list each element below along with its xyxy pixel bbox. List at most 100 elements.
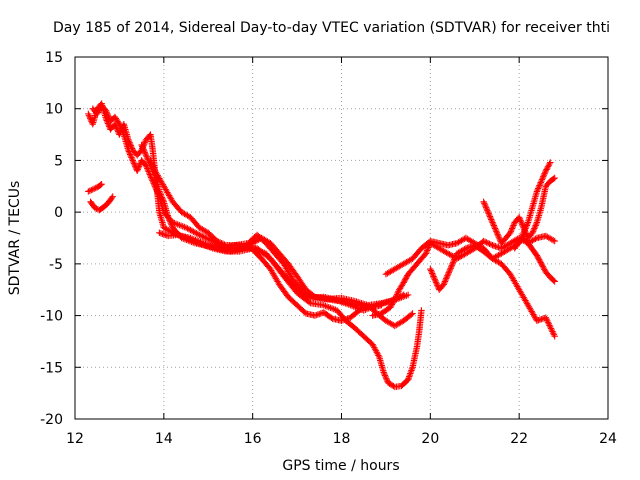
data-point [534, 253, 541, 261]
data-point [548, 326, 555, 334]
data-point [105, 113, 112, 120]
data-point [507, 229, 514, 237]
data-point [493, 228, 500, 235]
data-point [125, 146, 132, 154]
data-point [127, 151, 134, 158]
data-point [98, 181, 105, 188]
y-tick-label: 0 [54, 205, 63, 221]
data-point [390, 298, 397, 305]
data-point [461, 246, 468, 253]
data-point [409, 310, 416, 317]
data-point [150, 164, 157, 172]
data-point [542, 167, 550, 174]
data-point [301, 309, 308, 316]
data-point [489, 220, 497, 228]
data-point [490, 222, 497, 229]
data-point [166, 217, 173, 224]
data-point [522, 230, 530, 237]
data-point [484, 208, 492, 216]
data-point [480, 198, 487, 205]
data-point [529, 228, 537, 235]
data-point [449, 260, 456, 268]
data-point [143, 153, 150, 160]
data-point [148, 160, 155, 167]
data-point [441, 278, 449, 285]
data-point [517, 217, 524, 224]
series-arc-i [382, 234, 558, 340]
data-point [408, 365, 416, 373]
data-point [393, 292, 400, 300]
x-tick-label: 18 [333, 431, 351, 447]
axis-ticks: 12 14 16 18 20 22 24 -20 -15 -10 -5 0 5 10 15 [40, 50, 617, 447]
data-point [149, 177, 156, 184]
data-point [509, 223, 517, 231]
data-point [418, 307, 425, 314]
series-arc-c [138, 141, 407, 314]
data-point [142, 150, 149, 157]
data-point [165, 214, 172, 221]
data-point [449, 259, 457, 266]
data-point [404, 376, 412, 383]
data-point [545, 320, 552, 328]
x-tick-label: 24 [599, 431, 617, 447]
data-point [483, 239, 490, 246]
data-point [546, 160, 553, 168]
data-point [134, 166, 142, 173]
data-point [487, 214, 494, 222]
data-point [381, 370, 388, 378]
y-tick-label: 15 [45, 50, 63, 66]
data-point [393, 291, 401, 298]
data-point [441, 279, 448, 287]
data-point [407, 370, 414, 377]
data-point [88, 186, 95, 194]
data-point [135, 164, 142, 172]
data-point [535, 183, 543, 191]
data-point [127, 152, 135, 160]
data-point [402, 275, 410, 282]
data-point [429, 270, 436, 277]
data-point [487, 241, 495, 248]
data-point [533, 220, 540, 228]
data-point [428, 268, 435, 276]
data-point [524, 220, 531, 228]
data-point [432, 279, 440, 286]
data-point [518, 220, 525, 227]
data-point [403, 273, 410, 281]
data-point [550, 331, 558, 338]
data-point [532, 222, 539, 229]
data-point [158, 192, 165, 200]
data-point [125, 148, 133, 155]
data-point [546, 322, 553, 329]
data-point [539, 263, 547, 270]
data-point [545, 162, 552, 169]
data-point [480, 237, 487, 245]
data-point [85, 188, 92, 195]
data-point [442, 275, 450, 282]
data-point [519, 222, 527, 230]
data-point [448, 262, 456, 269]
data-point [387, 304, 394, 311]
data-point [535, 256, 543, 263]
data-point [139, 144, 147, 152]
data-point [127, 142, 135, 149]
data-point [486, 213, 494, 220]
data-point [401, 277, 408, 285]
data-point [119, 128, 126, 135]
data-point [491, 225, 499, 232]
data-point [408, 311, 415, 318]
data-point [544, 317, 551, 324]
data-point [486, 240, 493, 248]
data-point [116, 121, 123, 128]
data-point [521, 225, 528, 233]
data-point [452, 253, 459, 260]
data-point [206, 236, 213, 243]
data-point [383, 376, 391, 384]
data-point [128, 154, 135, 161]
series-arc-d [156, 229, 425, 391]
data-point [102, 107, 110, 114]
data-point [115, 119, 122, 126]
data-point [423, 248, 430, 256]
data-point [388, 301, 396, 308]
data-point [495, 234, 503, 241]
data-point [126, 149, 133, 157]
